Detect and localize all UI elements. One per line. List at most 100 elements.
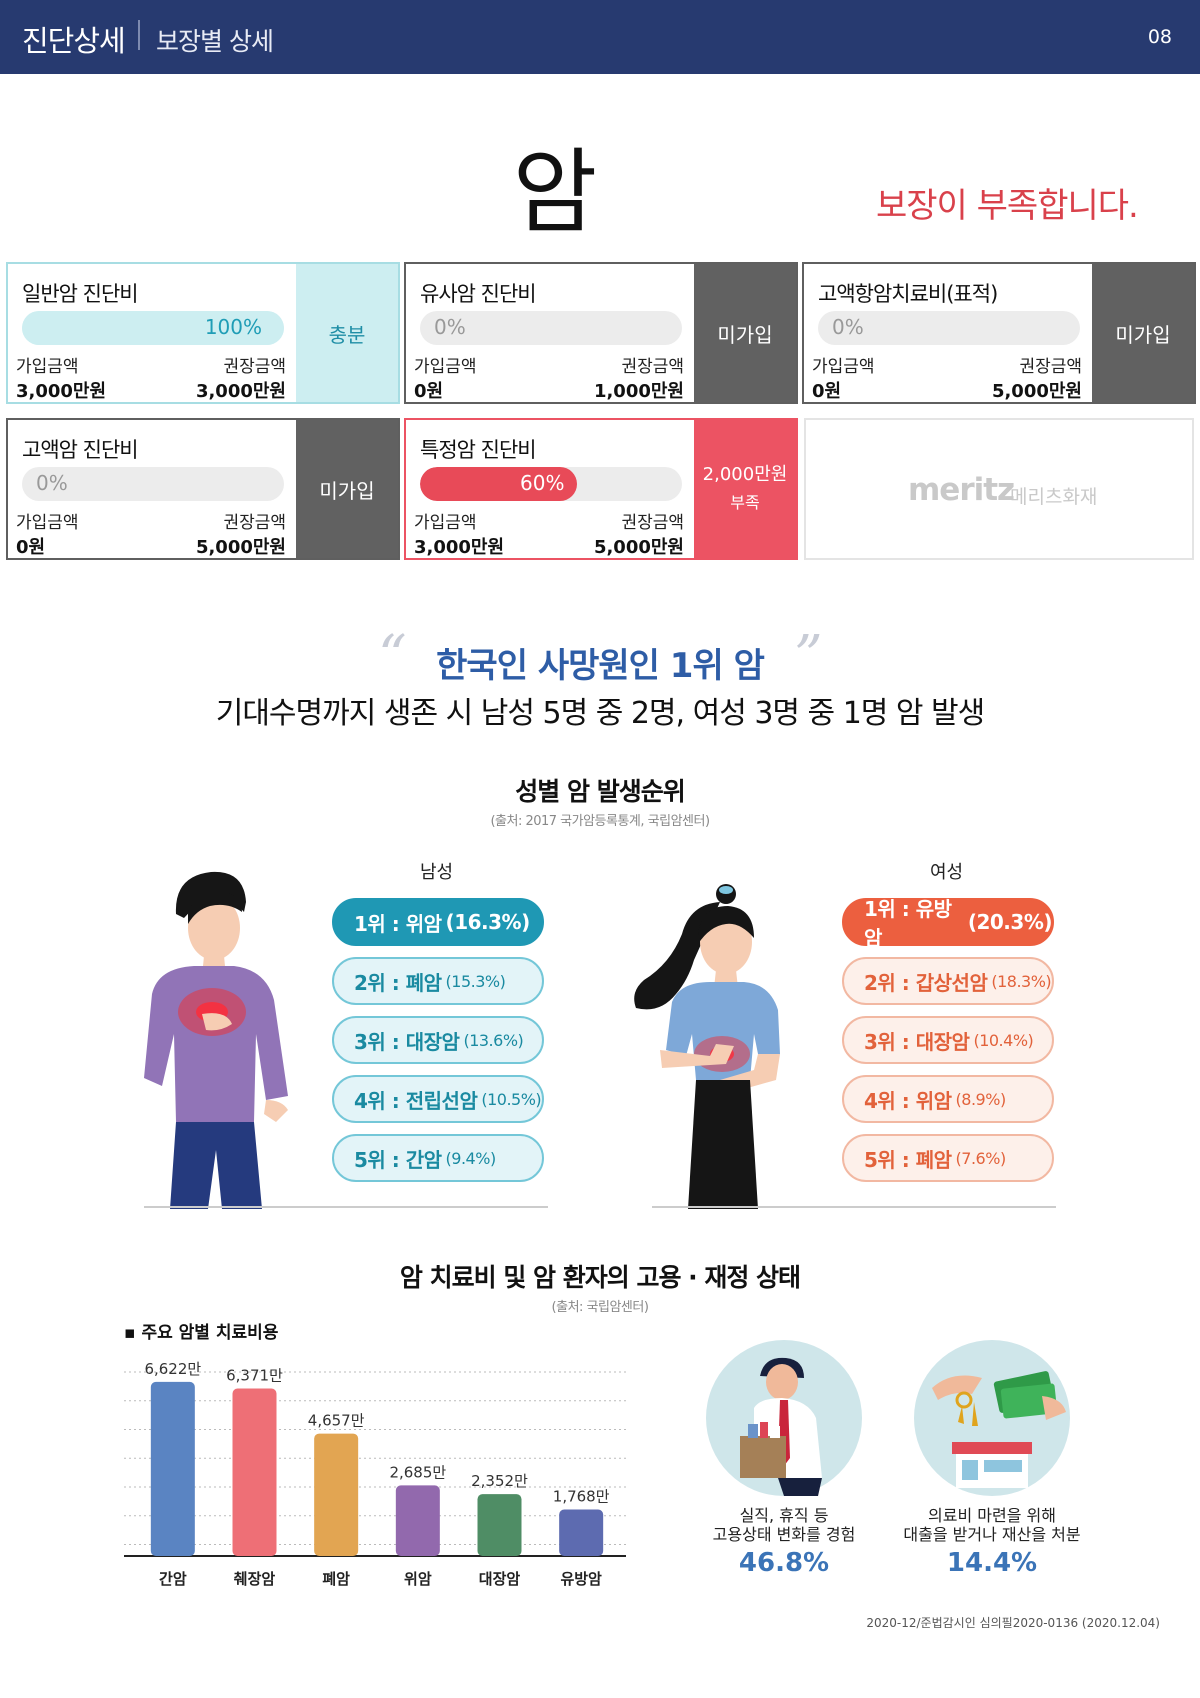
rank-label: 3위 : 대장암: [354, 1029, 460, 1054]
male-patient-illustration: [144, 871, 288, 1209]
rank-percent: (15.3%): [445, 971, 506, 991]
coverage-percent: 0%: [832, 315, 864, 339]
page-title: 암: [512, 139, 598, 246]
rank-percent: (10.5%): [481, 1089, 542, 1109]
recommend-amount-label: 권장금액: [621, 513, 684, 533]
chart-category-label: 위암: [404, 1570, 432, 1588]
chart-data-label: 6,371만: [226, 1367, 283, 1385]
male-section-floor: [144, 1206, 548, 1208]
stat-1-value: 46.8%: [738, 1548, 830, 1578]
join-amount-label: 가입금액: [16, 357, 79, 377]
status-text: 충분: [328, 322, 366, 347]
male-rank-4: 4위 : 전립선암 (10.5%): [332, 1075, 544, 1123]
male-rank-2: 2위 : 폐암 (15.3%): [332, 957, 544, 1005]
chart-category-label: 유방암: [560, 1570, 602, 1588]
quote-subtitle: 기대수명까지 생존 시 남성 5명 중 2명, 여성 3명 중 1명 암 발생: [215, 696, 986, 731]
coverage-percent: 100%: [204, 315, 262, 339]
chart-data-label: 6,622만: [144, 1360, 201, 1378]
coverage-percent: 0%: [434, 315, 466, 339]
chart-data-label: 4,657만: [308, 1412, 365, 1430]
recommend-amount-label: 권장금액: [1019, 357, 1082, 377]
rank-label: 4위 : 위암: [864, 1088, 952, 1113]
compliance-footer: 2020-12/준법감시인 심의필2020-0136 (2020.12.04): [866, 1616, 1160, 1630]
coverage-progress-bar: 0%: [22, 467, 284, 501]
brand-logo: meritz: [908, 472, 1015, 508]
top-header-bar: 진단상세 보장별 상세 08: [0, 0, 1200, 74]
card-name: 고액항암치료비(표적): [818, 282, 998, 306]
coverage-card-targeted-therapy[interactable]: 고액항암치료비(표적) 0% 가입금액 권장금액 0원 5,000만원 미가입: [802, 262, 1196, 404]
subsection-title: 보장별 상세: [156, 27, 274, 56]
brand-logo-card: meritz 메리츠화재: [804, 418, 1194, 560]
chart-bar: [395, 1485, 440, 1556]
rank-label: 1위 : 위암: [354, 911, 442, 936]
treatment-title: 암 치료비 및 암 환자의 고용 · 재정 상태: [399, 1263, 801, 1292]
rank-label: 2위 : 폐암: [354, 970, 442, 995]
join-amount-value: 3,000만원: [414, 537, 505, 558]
rank-label: 3위 : 대장암: [864, 1029, 970, 1054]
coverage-card-specific-cancer[interactable]: 특정암 진단비 60% 가입금액 권장금액 3,000만원 5,000만원 2,…: [404, 418, 798, 560]
status-text: 미가입: [1115, 322, 1171, 347]
coverage-card-similar-cancer[interactable]: 유사암 진단비 0% 가입금액 권장금액 0원 1,000만원 미가입: [404, 262, 798, 404]
join-amount-value: 0원: [414, 381, 444, 402]
card-name: 일반암 진단비: [22, 282, 139, 306]
section-title: 진단상세: [22, 24, 126, 58]
stat-1-line1: 실직, 휴직 등: [739, 1506, 829, 1525]
rank-label: 5위 : 간암: [354, 1147, 442, 1172]
chart-data-label: 1,768만: [553, 1488, 610, 1506]
rank-percent: (20.3%): [967, 910, 1053, 934]
recommend-amount-label: 권장금액: [621, 357, 684, 377]
male-label: 남성: [420, 862, 454, 883]
card-name: 고액암 진단비: [22, 438, 139, 462]
coverage-progress-bar: 0%: [818, 311, 1080, 345]
chart-category-label: 대장암: [479, 1570, 521, 1588]
male-rank-3: 3위 : 대장암 (13.6%): [332, 1016, 544, 1064]
ranking-title: 성별 암 발생순위: [515, 777, 685, 806]
chart-category-label: 간암: [159, 1570, 187, 1588]
coverage-progress-bar: 60%: [420, 467, 682, 501]
join-amount-value: 3,000만원: [16, 381, 107, 402]
male-rank-5: 5위 : 간암 (9.4%): [332, 1134, 544, 1182]
female-rank-5: 5위 : 폐암 (7.6%): [842, 1134, 1054, 1182]
chart-bar: [150, 1381, 195, 1556]
recommend-amount-label: 권장금액: [223, 513, 286, 533]
rank-percent: (16.3%): [445, 910, 531, 934]
chart-data-label: 2,352만: [471, 1472, 528, 1490]
stat-1-caption: 실직, 휴직 등 고용상태 변화를 경험: [664, 1506, 904, 1544]
rank-percent: (9.4%): [445, 1148, 497, 1168]
stat-2-line2: 대출을 받거나 재산을 처분: [903, 1525, 1081, 1544]
join-amount-value: 0원: [16, 537, 46, 558]
coverage-percent: 0%: [36, 471, 68, 495]
chart-bar: [477, 1494, 522, 1556]
status-badge: 미가입: [694, 264, 796, 402]
coverage-warning: 보장이 부족합니다.: [876, 186, 1139, 226]
treatment-source: (출처: 국립암센터): [551, 1300, 649, 1315]
coverage-card-high-cost-cancer[interactable]: 고액암 진단비 0% 가입금액 권장금액 0원 5,000만원 미가입: [6, 418, 400, 560]
join-amount-label: 가입금액: [812, 357, 875, 377]
female-rank-3: 3위 : 대장암 (10.4%): [842, 1016, 1054, 1064]
female-label: 여성: [930, 862, 964, 883]
chart-bar: [232, 1388, 277, 1556]
status-badge: 미가입: [1092, 264, 1194, 402]
chart-bar: [314, 1433, 359, 1556]
join-amount-value: 0원: [812, 381, 842, 402]
brand-logo-korean: 메리츠화재: [1010, 486, 1098, 508]
female-patient-illustration: [634, 884, 780, 1209]
ranking-source: (출처: 2017 국가암등록통계, 국립암센터): [490, 814, 710, 829]
female-section-floor: [652, 1206, 1056, 1208]
job-loss-illustration: [706, 1340, 862, 1496]
coverage-percent: 60%: [520, 471, 565, 495]
quote-title: 한국인 사망원인 1위 암: [436, 646, 765, 686]
rank-percent: (10.4%): [973, 1030, 1034, 1050]
join-amount-label: 가입금액: [414, 513, 477, 533]
chart-category-label: 폐암: [322, 1570, 350, 1588]
coverage-card-general-cancer[interactable]: 일반암 진단비 100% 가입금액 권장금액 3,000만원 3,000만원 충…: [6, 262, 400, 404]
recommend-amount-value: 5,000만원: [195, 537, 286, 558]
rank-percent: (18.3%): [991, 971, 1052, 991]
header-divider: [138, 20, 140, 50]
status-text: 미가입: [717, 322, 773, 347]
male-rank-1: 1위 : 위암 (16.3%): [332, 898, 544, 946]
chart-bar: [559, 1509, 604, 1556]
chart-data-label: 2,685만: [389, 1463, 446, 1481]
rank-label: 2위 : 갑상선암: [864, 970, 988, 995]
